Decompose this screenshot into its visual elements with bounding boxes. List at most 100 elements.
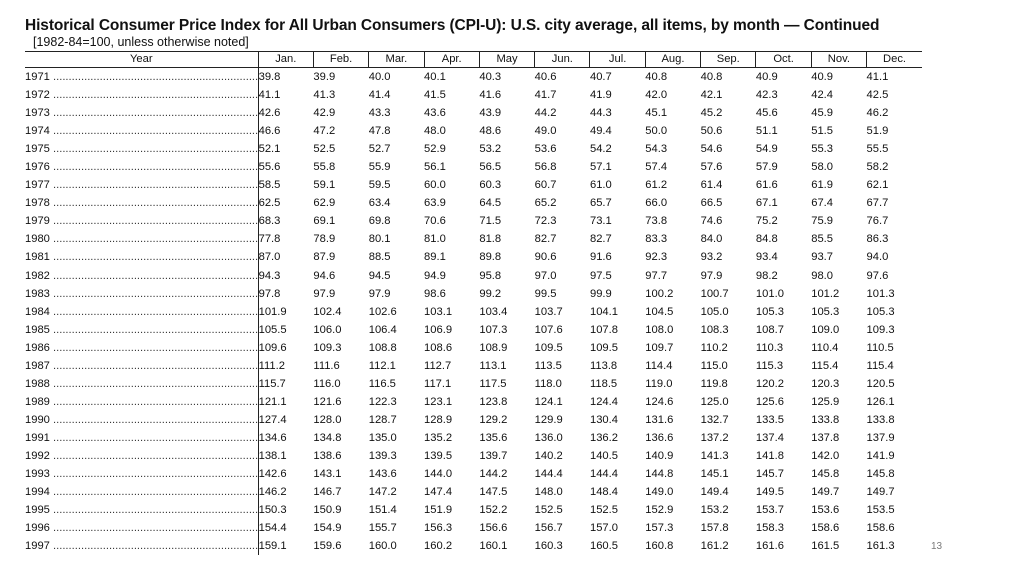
year-label: 1993 [25, 468, 258, 480]
year-label: 1985 [25, 324, 258, 336]
document-page: Historical Consumer Price Index for All … [25, 17, 925, 556]
value-cell: 67.4 [811, 197, 834, 210]
value-cell: 161.2 [700, 540, 729, 553]
value-cell: 56.8 [534, 161, 557, 174]
value-cell: 154.9 [313, 522, 342, 535]
value-cell: 88.5 [368, 251, 391, 264]
value-cell: 44.2 [534, 107, 557, 120]
value-cell: 107.3 [479, 323, 508, 336]
value-cell: 97.9 [700, 269, 723, 282]
year-cell: 1983 [25, 285, 258, 303]
value-cell: 97.9 [368, 287, 391, 300]
table-row: 198397.897.997.998.699.299.599.9100.2100… [25, 284, 922, 303]
year-label: 1989 [25, 396, 258, 408]
value-cell: 129.2 [479, 413, 508, 426]
year-label: 1997 [25, 540, 258, 552]
value-cell: 98.2 [755, 269, 778, 282]
value-cell: 75.9 [811, 215, 834, 228]
value-cell: 146.7 [313, 486, 342, 499]
value-cell: 81.0 [424, 233, 446, 246]
value-cell: 40.9 [811, 71, 834, 84]
value-cell: 148.4 [589, 486, 618, 499]
column-header-may: May [478, 51, 535, 68]
page-number: 13 [931, 541, 943, 552]
value-cell: 156.7 [534, 522, 563, 535]
value-cell: 101.3 [866, 287, 895, 300]
year-cell: 1986 [25, 339, 258, 357]
value-cell: 77.8 [257, 230, 314, 249]
table-row: 197655.655.8 55.9 56.1 56.5 56.8 57.1 57.4 57.6… [25, 158, 922, 177]
value-cell: 157.0 [589, 522, 618, 535]
year-label: 1996 [25, 522, 258, 534]
year-cell: 1995 [25, 501, 258, 519]
value-cell: 97.6 [866, 269, 889, 282]
value-cell: 103.7 [534, 305, 563, 318]
value-cell: 109.5 [589, 341, 618, 354]
year-label: 1974 [25, 125, 258, 137]
value-cell: 158.6 [866, 522, 895, 535]
value-cell: 118.0 [534, 377, 562, 390]
value-cell: 156.6 [479, 522, 508, 535]
value-cell: 137.9 [866, 431, 895, 444]
value-cell: 137.4 [755, 431, 784, 444]
value-cell: 157.3 [645, 522, 674, 535]
value-cell: 105.5 [257, 320, 314, 339]
value-cell: 147.4 [424, 486, 453, 499]
value-cell: 159.6 [313, 540, 342, 553]
value-cell: 49.0 [534, 125, 557, 138]
value-cell: 105.3 [866, 305, 895, 318]
value-cell: 81.8 [479, 233, 502, 246]
value-cell: 131.6 [645, 413, 674, 426]
value-cell: 85.5 [811, 233, 834, 246]
value-cell: 55.6 [257, 158, 314, 177]
year-cell: 1971 [25, 68, 258, 87]
value-cell: 62.1 [866, 179, 889, 192]
value-cell: 123.1 [424, 395, 453, 408]
column-header-dec: Dec. [866, 51, 922, 68]
year-cell: 1987 [25, 357, 258, 375]
value-cell: 80.1 [368, 233, 391, 246]
value-cell: 44.3 [589, 107, 612, 120]
value-cell: 74.6 [700, 215, 723, 228]
value-cell: 51.9 [866, 125, 889, 138]
year-cell: 1972 [25, 86, 258, 104]
value-cell: 133.8 [811, 413, 840, 426]
column-header-aug: Aug. [644, 51, 701, 68]
value-cell: 112.7 [424, 359, 452, 372]
value-cell: 104.5 [645, 305, 674, 318]
value-cell: 97.8 [257, 284, 314, 303]
value-cell: 111.6 [313, 359, 340, 372]
value-cell: 104.1 [589, 305, 618, 318]
year-cell: 1979 [25, 212, 258, 230]
value-cell: 139.5 [424, 450, 453, 462]
value-cell: 135.6 [479, 431, 508, 444]
value-cell: 108.7 [755, 323, 784, 336]
year-cell: 1984 [25, 303, 258, 321]
column-header-jul: Jul. [589, 51, 646, 68]
value-cell: 153.5 [866, 504, 895, 517]
value-cell: 89.1 [424, 251, 446, 264]
table-subtitle: [1982-84=100, unless otherwise noted] [33, 35, 249, 49]
value-cell: 105.3 [755, 305, 784, 318]
year-label: 1992 [25, 450, 258, 462]
value-cell: 59.1 [313, 179, 336, 192]
value-cell: 40.6 [534, 71, 557, 84]
table-row: 197862.562.9 63.4 63.9 64.5 65.2 65.7 66.0 66.5… [25, 194, 922, 213]
value-cell: 41.1 [866, 71, 889, 84]
value-cell: 101.2 [811, 287, 840, 300]
value-cell: 40.8 [700, 71, 723, 84]
value-cell: 58.2 [866, 161, 889, 174]
value-cell: 100.7 [700, 287, 729, 300]
value-cell: 57.1 [589, 161, 612, 174]
value-cell: 54.2 [589, 143, 612, 156]
value-cell: 138.1 [257, 446, 314, 466]
value-cell: 109.7 [645, 341, 674, 354]
value-cell: 114.4 [645, 359, 673, 372]
value-cell: 156.3 [424, 522, 453, 535]
value-cell: 53.6 [534, 143, 557, 156]
value-cell: 98.0 [811, 269, 834, 282]
